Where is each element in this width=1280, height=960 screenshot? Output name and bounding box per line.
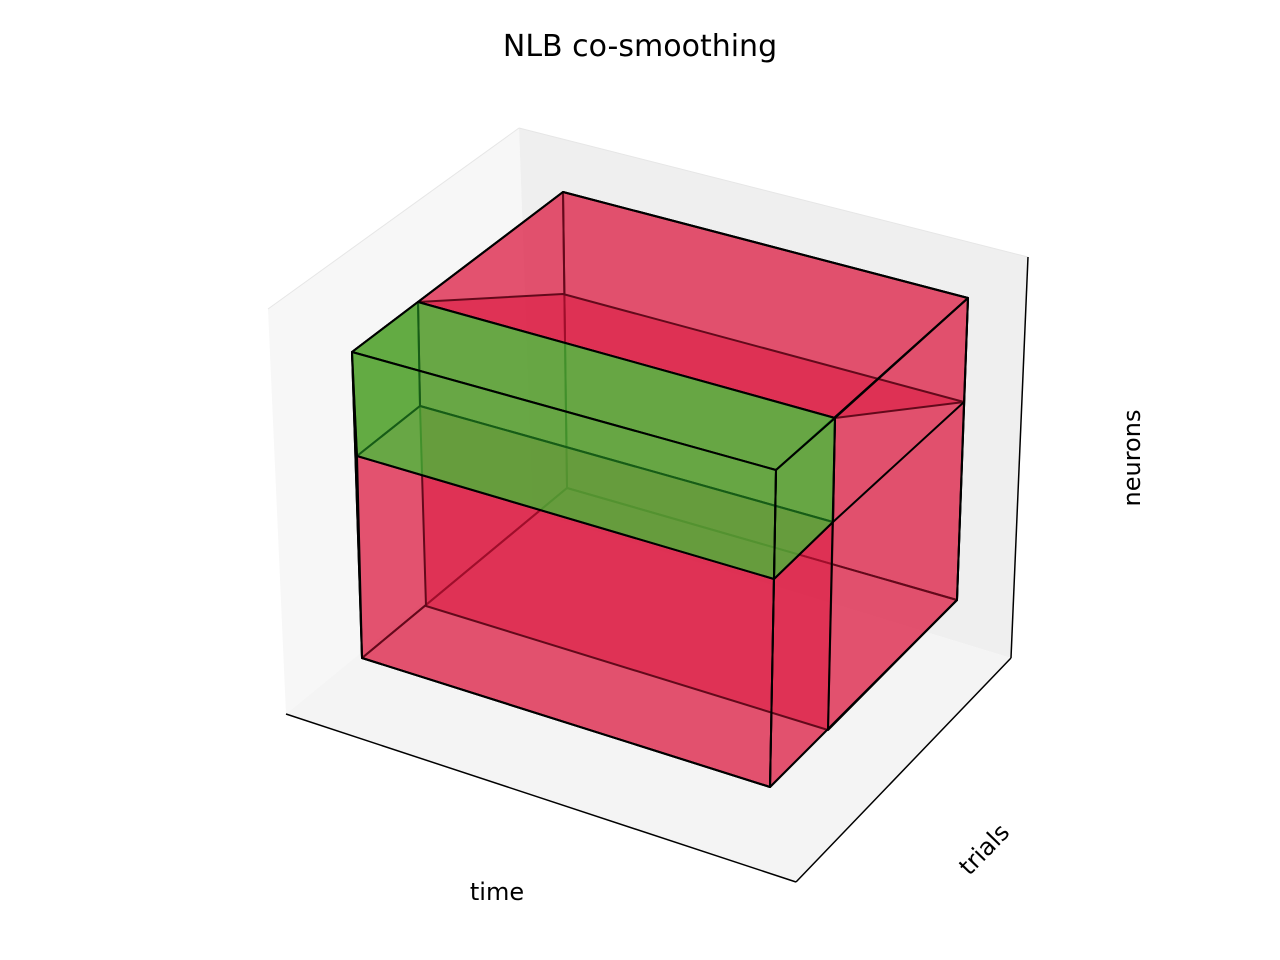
held-in-edges: [356, 191, 969, 788]
held-out-block: [351, 301, 836, 580]
z-axis-label: neurons: [1118, 410, 1146, 507]
held-in-block: [351, 191, 969, 788]
axis-lines: [285, 256, 1029, 883]
pane-back-edge: [518, 127, 1029, 258]
x-axis-label: time: [470, 878, 524, 906]
edge-front-right: [356, 455, 777, 788]
pane-left-edge: [267, 127, 520, 310]
edge-top: [417, 191, 969, 419]
y-axis-line: [795, 657, 1012, 883]
chart-title: NLB co-smoothing: [503, 29, 777, 64]
edge-inner-vertical: [827, 417, 836, 731]
x-axis-line: [285, 713, 797, 883]
y-axis-label: trials: [953, 818, 1015, 880]
edge-right-vertical: [827, 297, 969, 731]
edge-inner-mid: [832, 401, 965, 523]
z-axis-line: [1010, 256, 1029, 659]
